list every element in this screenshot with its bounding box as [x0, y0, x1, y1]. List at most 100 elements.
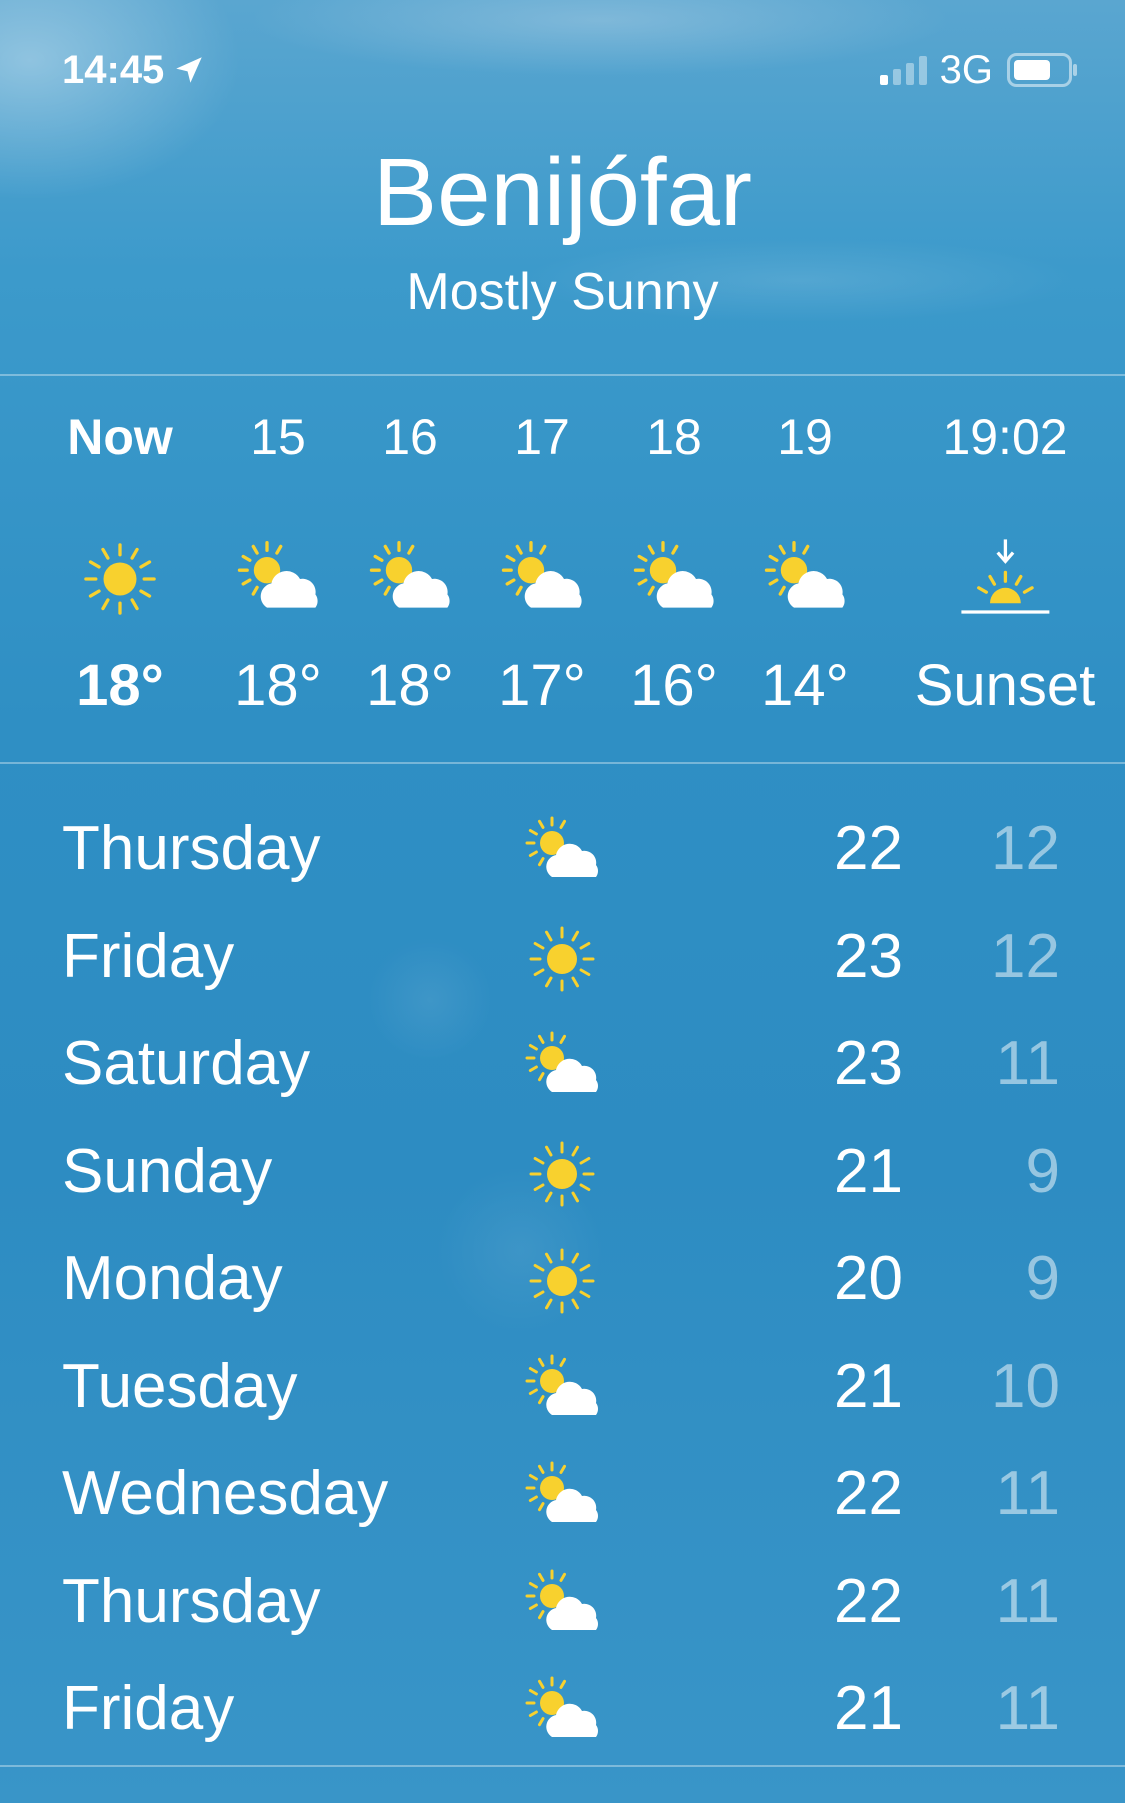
- high-temp: 23: [834, 921, 903, 991]
- signal-icon: [879, 56, 927, 85]
- low-temp: 9: [1025, 1244, 1060, 1313]
- high-temp: 21: [834, 1351, 903, 1421]
- day-name: Wednesday: [62, 1459, 389, 1528]
- partly-cloudy-icon: [525, 816, 598, 877]
- hour-label: Now: [67, 409, 173, 465]
- low-temp: 12: [991, 814, 1060, 883]
- sun-icon: [529, 926, 595, 991]
- hour-temp: 18°: [366, 653, 454, 718]
- partly-cloudy-icon: [525, 1676, 598, 1737]
- hour-temp: Sunset: [914, 653, 1096, 718]
- hourly-item: 19:02 Sunset: [910, 405, 1100, 721]
- low-temp: 10: [991, 1351, 1060, 1421]
- hour-label: 19:02: [942, 409, 1068, 465]
- sun-icon: [84, 543, 156, 615]
- hour-temp: 18°: [234, 653, 322, 718]
- divider: [0, 762, 1125, 764]
- status-right: 3G: [878, 46, 1079, 94]
- high-temp: 23: [834, 1029, 903, 1098]
- daily-row: Sunday 21 9: [0, 1118, 1125, 1225]
- hour-icon: [335, 529, 485, 629]
- daily-row: Saturday 23 11: [0, 1010, 1125, 1117]
- hour-temp: 14°: [761, 653, 849, 718]
- day-icon: [522, 1671, 602, 1756]
- hour-temp: 16°: [630, 653, 718, 718]
- sun-icon: [529, 1248, 595, 1314]
- high-temp: 22: [834, 1566, 903, 1636]
- partly-cloudy-icon: [369, 541, 450, 608]
- low-temp: 11: [995, 1029, 1060, 1098]
- day-name: Thursday: [62, 814, 321, 883]
- hourly-item: 17 17°: [467, 405, 617, 721]
- day-name: Thursday: [62, 1566, 321, 1636]
- network-type: 3G: [939, 47, 993, 92]
- day-icon: [522, 919, 602, 1004]
- hour-icon: [599, 529, 749, 629]
- day-icon: [522, 1564, 602, 1649]
- hour-label: 18: [646, 409, 702, 465]
- battery-icon: [1007, 53, 1077, 87]
- day-icon: [522, 1026, 602, 1111]
- partly-cloudy-icon: [764, 541, 845, 608]
- low-temp: 11: [995, 1459, 1060, 1528]
- hour-icon: [910, 529, 1100, 629]
- hour-icon: [467, 529, 617, 629]
- daily-row: Friday 23 12: [0, 903, 1125, 1010]
- day-name: Friday: [62, 1674, 235, 1743]
- hour-temp: 18°: [76, 653, 164, 718]
- daily-row: Monday 20 9: [0, 1225, 1125, 1332]
- high-temp: 22: [834, 1459, 903, 1528]
- day-name: Tuesday: [62, 1351, 298, 1421]
- day-icon: [522, 811, 602, 896]
- partly-cloudy-icon: [633, 541, 714, 608]
- low-temp: 11: [995, 1674, 1060, 1743]
- partly-cloudy-icon: [525, 1569, 598, 1630]
- hour-icon: [203, 529, 353, 629]
- divider: [0, 1765, 1125, 1767]
- daily-row: Thursday 22 12: [0, 795, 1125, 902]
- hourly-item: 16 18°: [335, 405, 485, 721]
- day-icon: [522, 1349, 602, 1434]
- day-name: Monday: [62, 1244, 283, 1313]
- location-arrow-icon: [176, 57, 203, 83]
- hour-icon: [730, 529, 880, 629]
- hour-label: 16: [382, 409, 438, 465]
- status-time: 14:45: [62, 47, 165, 92]
- hourly-item: 18 16°: [599, 405, 749, 721]
- day-icon: [522, 1456, 602, 1541]
- day-name: Sunday: [62, 1136, 273, 1206]
- high-temp: 22: [834, 814, 903, 883]
- hour-icon: [45, 529, 195, 629]
- hourly-item: 15 18°: [203, 405, 353, 721]
- day-name: Saturday: [62, 1029, 311, 1098]
- low-temp: 11: [995, 1566, 1060, 1636]
- low-temp: 12: [991, 921, 1060, 991]
- day-name: Friday: [62, 921, 235, 991]
- hour-temp: 17°: [498, 653, 586, 718]
- sun-icon: [529, 1141, 595, 1206]
- hourly-item: Now 18°: [45, 405, 195, 721]
- high-temp: 20: [834, 1244, 903, 1313]
- hour-label: 15: [250, 409, 306, 465]
- day-icon: [522, 1134, 602, 1219]
- partly-cloudy-icon: [525, 1031, 598, 1092]
- current-condition: Mostly Sunny: [406, 263, 719, 321]
- low-temp: 9: [1025, 1136, 1060, 1206]
- partly-cloudy-icon: [501, 541, 582, 608]
- daily-row: Wednesday 22 11: [0, 1440, 1125, 1547]
- partly-cloudy-icon: [237, 541, 318, 608]
- daily-row: Thursday 22 11: [0, 1548, 1125, 1655]
- high-temp: 21: [834, 1136, 903, 1206]
- daily-row: Friday 21 11: [0, 1655, 1125, 1762]
- hourly-item: 19 14°: [730, 405, 880, 721]
- partly-cloudy-icon: [525, 1354, 598, 1415]
- partly-cloudy-icon: [525, 1461, 598, 1522]
- status-left: 14:45: [62, 46, 206, 94]
- divider: [0, 374, 1125, 376]
- day-icon: [522, 1241, 602, 1326]
- hour-label: 17: [514, 409, 570, 465]
- city-name: Benijófar: [373, 139, 752, 246]
- hour-label: 19: [777, 409, 833, 465]
- sunset-icon: [960, 539, 1049, 614]
- high-temp: 21: [834, 1674, 903, 1743]
